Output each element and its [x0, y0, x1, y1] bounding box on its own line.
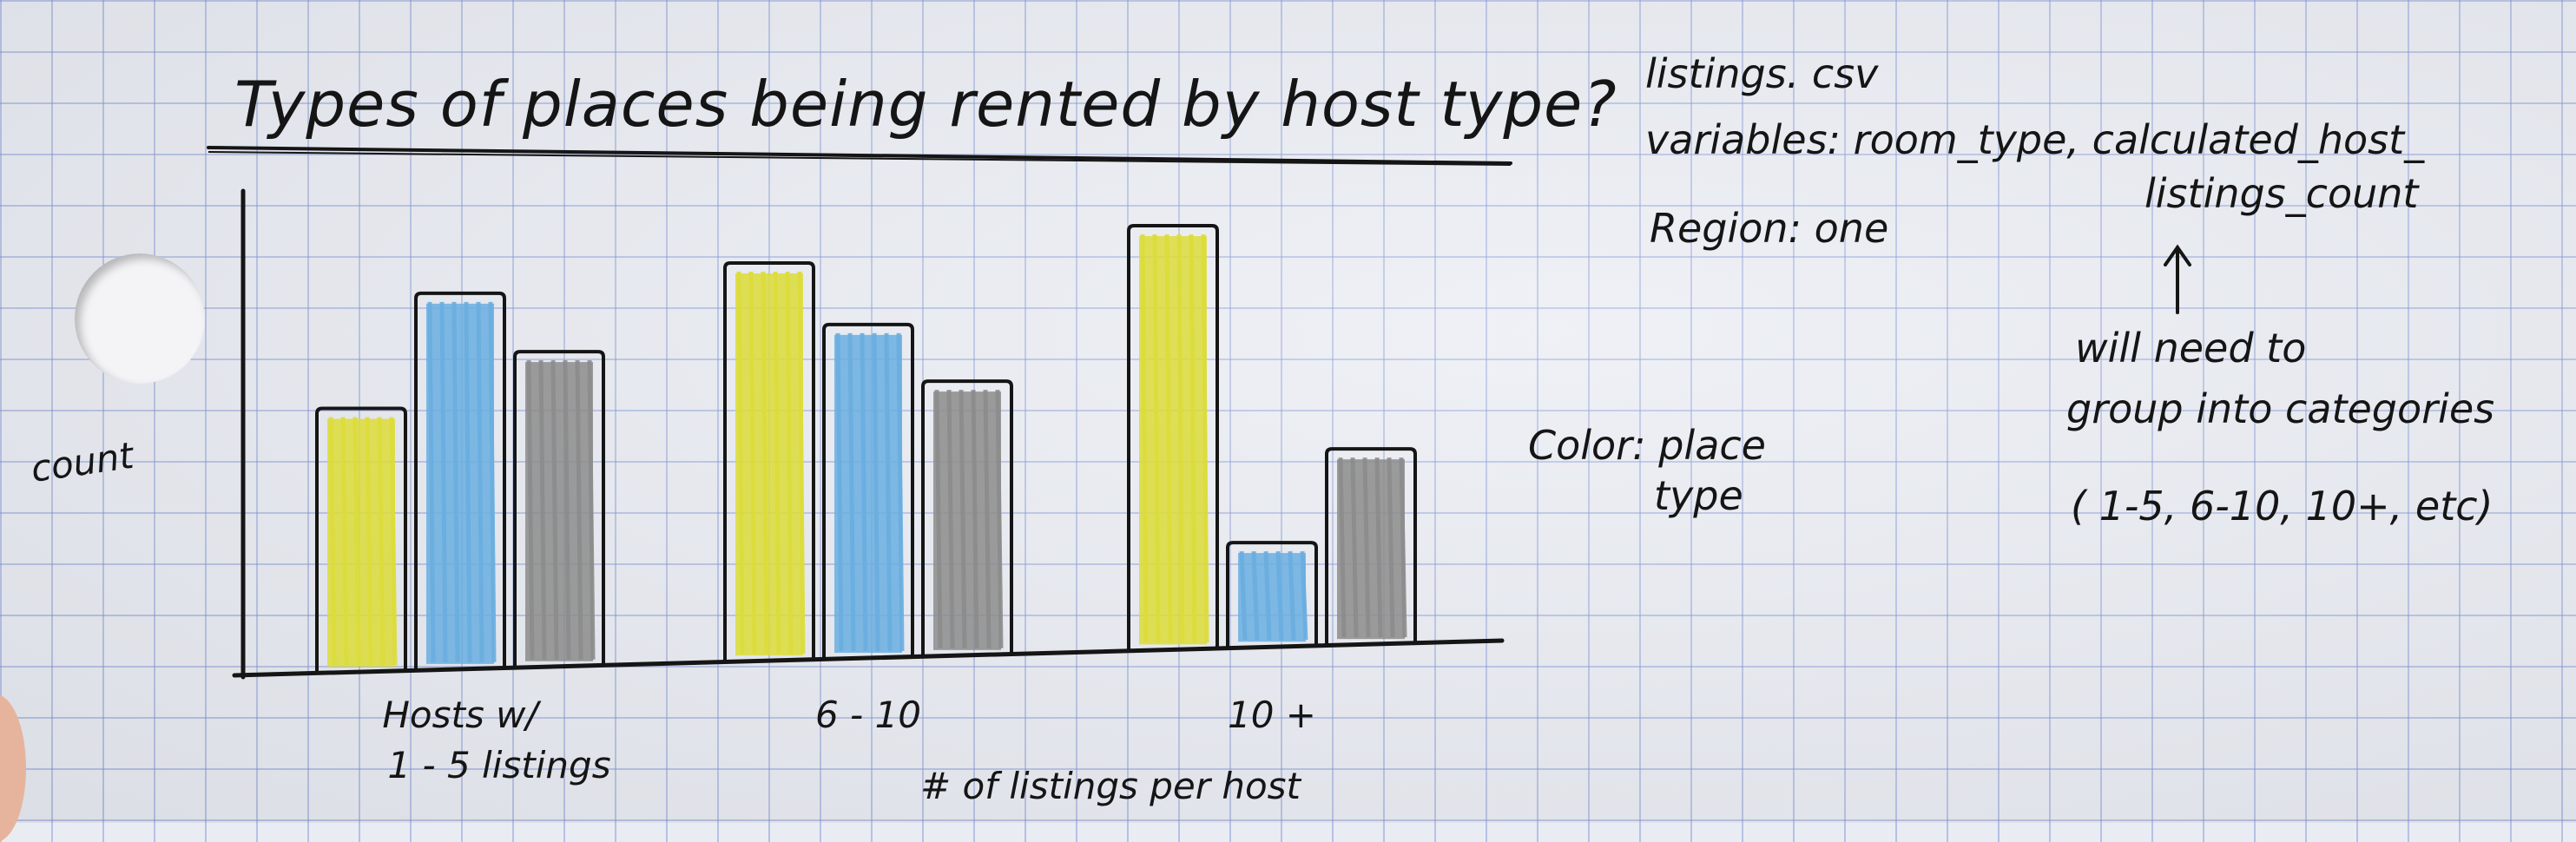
bar-stroke — [538, 360, 547, 660]
bar — [723, 260, 815, 661]
note-group-line2: group into categories — [2066, 385, 2495, 432]
bar-fill — [327, 418, 395, 667]
note-region: Region: one — [1650, 205, 1889, 252]
bar-stroke — [934, 390, 943, 648]
bar-stroke — [1164, 234, 1173, 643]
bar-stroke — [1350, 457, 1359, 638]
x-tick-label: 1 - 5 listings — [387, 744, 610, 786]
bar — [921, 379, 1013, 655]
bar-stroke — [464, 301, 472, 662]
title-underline-second — [208, 151, 1512, 166]
bar-stroke — [1275, 551, 1284, 641]
arrow-icon — [2164, 244, 2191, 314]
bar-fill — [834, 334, 902, 653]
bar — [315, 406, 407, 672]
bar-stroke — [736, 271, 745, 655]
bar-stroke — [377, 417, 385, 666]
bar-stroke — [797, 271, 806, 655]
bar-stroke — [761, 271, 769, 655]
bar-stroke — [1251, 551, 1260, 641]
bar-stroke — [1239, 551, 1248, 641]
bar-stroke — [439, 301, 448, 662]
x-tick-label: Hosts w/ — [382, 694, 541, 736]
y-axis-label: count — [29, 434, 138, 490]
note-group-line1: will need to — [2075, 325, 2307, 372]
bar-stroke — [995, 390, 1004, 648]
bar-stroke — [1263, 551, 1272, 641]
note-color-line2: type — [1654, 472, 1743, 519]
bar-stroke — [1152, 234, 1161, 643]
bar-stroke — [328, 417, 337, 666]
bar-stroke — [389, 417, 398, 666]
bar-stroke — [550, 360, 559, 660]
bar — [1127, 224, 1219, 650]
bar — [513, 350, 605, 667]
bar-stroke — [1374, 457, 1383, 638]
bar-stroke — [1338, 457, 1347, 638]
bar-stroke — [526, 360, 535, 660]
bar-stroke — [773, 271, 781, 655]
bar-stroke — [1189, 234, 1197, 643]
bar-stroke — [451, 301, 460, 662]
bar-stroke — [946, 390, 955, 648]
note-group-line3: ( 1-5, 6-10, 10+, etc) — [2071, 483, 2494, 530]
bar-fill — [1139, 236, 1207, 645]
bar-fill — [525, 362, 593, 661]
bar-stroke — [563, 360, 571, 660]
note-file: listings. csv — [1645, 50, 1879, 97]
bar-stroke — [352, 417, 361, 666]
bar-stroke — [1300, 551, 1308, 641]
bar-fill — [933, 391, 1001, 650]
bar — [1226, 541, 1318, 648]
bar-stroke — [1288, 551, 1296, 641]
x-tick-label: 10 + — [1228, 694, 1316, 736]
bar-stroke — [785, 271, 794, 655]
bar-stroke — [748, 271, 757, 655]
bar-stroke — [884, 332, 893, 652]
bar — [1325, 447, 1417, 645]
chart-title: Types of places being rented by host typ… — [234, 68, 1617, 141]
bar-stroke — [427, 301, 436, 662]
bar-stroke — [896, 332, 905, 652]
bar-fill — [1337, 459, 1405, 640]
bar-fill — [426, 303, 494, 664]
bar-stroke — [835, 332, 844, 652]
chart: Hosts w/1 - 5 listings 6 - 10 10 + count #… — [29, 146, 2191, 807]
bar-stroke — [488, 301, 497, 662]
bar-stroke — [1140, 234, 1149, 643]
bar-fill — [1238, 553, 1306, 642]
bar-stroke — [476, 301, 484, 662]
punch-hole — [75, 253, 205, 384]
bar-stroke — [1399, 457, 1407, 638]
bar-fill — [735, 273, 803, 656]
bar-stroke — [1176, 234, 1185, 643]
bar-stroke — [860, 332, 868, 652]
x-axis — [232, 638, 1505, 678]
bar-stroke — [847, 332, 856, 652]
note-color-line1: Color: place — [1528, 422, 1766, 469]
bar — [822, 322, 914, 658]
bar-stroke — [340, 417, 349, 666]
bar-stroke — [575, 360, 583, 660]
bar-stroke — [1201, 234, 1209, 643]
bar-stroke — [959, 390, 967, 648]
bar-stroke — [1362, 457, 1371, 638]
x-tick-label: 6 - 10 — [815, 694, 921, 736]
bar-stroke — [587, 360, 596, 660]
bar-stroke — [1387, 457, 1395, 638]
bar-stroke — [971, 390, 979, 648]
title-underline — [207, 146, 1512, 165]
bar — [414, 291, 506, 669]
bar-stroke — [365, 417, 373, 666]
note-variables-line2: listings_count — [2144, 170, 2419, 217]
note-variables-line1: variables: room_type, calculated_host_ — [1645, 116, 2425, 163]
bar-stroke — [983, 390, 992, 648]
bar-stroke — [872, 332, 880, 652]
x-axis-label: # of listings per host — [920, 765, 1302, 807]
